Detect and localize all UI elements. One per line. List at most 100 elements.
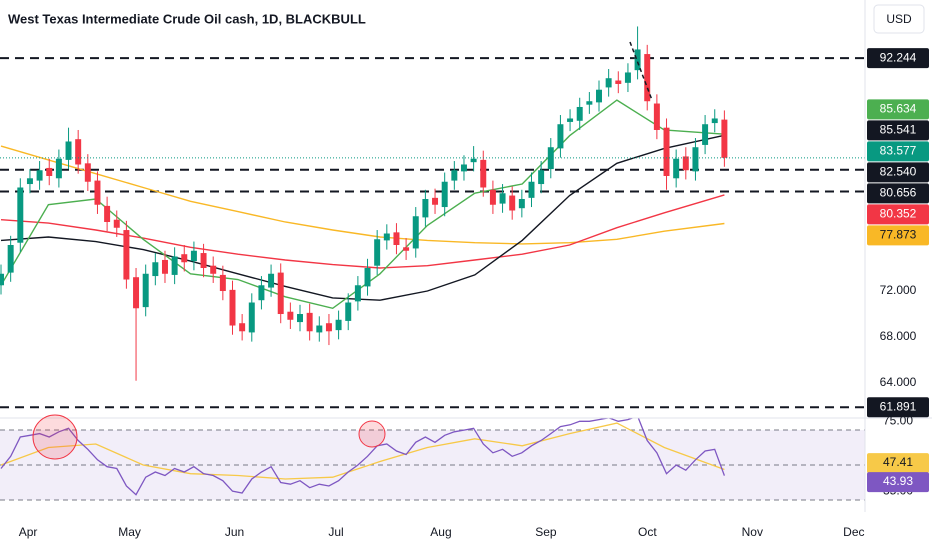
candle-body <box>297 314 303 323</box>
candle-body <box>171 256 178 275</box>
candle-body <box>258 285 265 301</box>
candle-body <box>383 233 390 241</box>
candle-body <box>161 259 168 274</box>
candle-body <box>75 139 82 165</box>
candle-body <box>152 262 159 277</box>
y-tick-label: 68.000 <box>880 329 917 343</box>
candle-body <box>200 253 207 269</box>
candle-body <box>210 265 217 274</box>
y-tick-label: 72.000 <box>880 283 917 297</box>
candle-body <box>229 289 236 326</box>
price-label: 92.244 <box>880 50 917 64</box>
candle-body <box>364 268 371 287</box>
candle-body <box>586 101 593 105</box>
x-tick-label: Sep <box>535 525 557 539</box>
candle-body <box>422 198 429 218</box>
price-label-box <box>867 225 929 246</box>
x-tick-label: Jun <box>225 525 244 539</box>
rsi-pane <box>0 418 865 501</box>
candle-body <box>133 277 140 309</box>
candle-body <box>499 193 506 204</box>
candle-body <box>489 189 496 205</box>
candle-body <box>634 49 641 71</box>
candle-body <box>104 205 111 222</box>
candle-body <box>287 311 294 320</box>
candle-body <box>605 78 612 88</box>
price-label: 61.891 <box>880 399 917 413</box>
candle-body <box>65 141 72 160</box>
candle-body <box>239 323 246 332</box>
candle-body <box>547 147 554 170</box>
price-label-box <box>867 141 929 162</box>
price-label: 77.873 <box>880 228 917 242</box>
candle-body <box>596 89 602 103</box>
price-pane <box>0 26 865 409</box>
price-label: 80.352 <box>880 207 917 221</box>
x-tick-label: Apr <box>19 525 38 539</box>
candle-body <box>528 181 535 198</box>
candle-body <box>374 239 381 266</box>
candle-body <box>219 274 226 292</box>
candle-body <box>557 124 564 149</box>
axes: 64.000 68.000 72.000 Apr May Jun Jul Aug Sep Oct N… <box>19 48 929 539</box>
candle-body <box>335 319 342 331</box>
candle-body <box>509 195 516 211</box>
currency-button[interactable] <box>873 4 925 34</box>
candle-body <box>316 325 323 333</box>
price-label-box <box>867 204 929 225</box>
candle-body <box>692 147 699 172</box>
x-tick-label: Oct <box>638 525 657 539</box>
price-label: 83.577 <box>880 144 917 158</box>
candle-body <box>248 302 255 333</box>
price-label: 85.634 <box>880 102 917 116</box>
candle-body <box>432 197 439 205</box>
candle-body <box>84 163 91 182</box>
price-label-box <box>867 472 929 493</box>
candle-body <box>412 216 419 249</box>
candle-body <box>142 273 149 308</box>
candle-body <box>518 198 525 209</box>
price-label-box <box>867 99 929 120</box>
price-label-box <box>867 48 929 69</box>
price-label: 82.540 <box>880 165 917 179</box>
candle-body <box>123 230 130 280</box>
rsi-ma-line <box>0 422 725 480</box>
price-label-box <box>867 397 929 418</box>
price-label: 47.41 <box>883 455 913 469</box>
candle-body <box>26 178 33 185</box>
candle-body <box>345 302 352 321</box>
candle-body <box>0 273 5 286</box>
price-label-box <box>867 453 929 474</box>
x-tick-label: Aug <box>430 525 451 539</box>
candle-body <box>624 72 631 83</box>
candle-body <box>403 247 410 251</box>
candle-body <box>711 118 718 124</box>
candle-body <box>17 187 24 243</box>
candle-body <box>55 158 62 179</box>
candle-body <box>181 254 188 263</box>
candle-body <box>7 245 14 273</box>
rsi-line <box>0 418 726 496</box>
candle-body <box>702 124 709 145</box>
candle-body <box>673 158 680 179</box>
moving-average <box>0 194 725 269</box>
candle-body <box>306 312 313 332</box>
candle-body <box>277 272 284 315</box>
candle-body <box>451 170 458 181</box>
price-label: 43.93 <box>883 474 913 488</box>
candle-body <box>663 127 670 176</box>
candle-body <box>354 285 361 302</box>
currency-label[interactable]: USD <box>886 12 912 26</box>
candle-body <box>113 219 120 228</box>
x-tick-label: Jul <box>328 525 343 539</box>
candle-body <box>682 156 689 171</box>
candle-body <box>653 103 660 130</box>
y-tick-label: 64.000 <box>880 375 917 389</box>
x-tick-label: Dec <box>843 525 864 539</box>
price-label: 85.541 <box>880 123 917 137</box>
candle-body <box>46 167 53 176</box>
candle-body <box>721 119 728 158</box>
price-label-box <box>867 162 929 183</box>
rsi-highlight <box>32 414 78 460</box>
